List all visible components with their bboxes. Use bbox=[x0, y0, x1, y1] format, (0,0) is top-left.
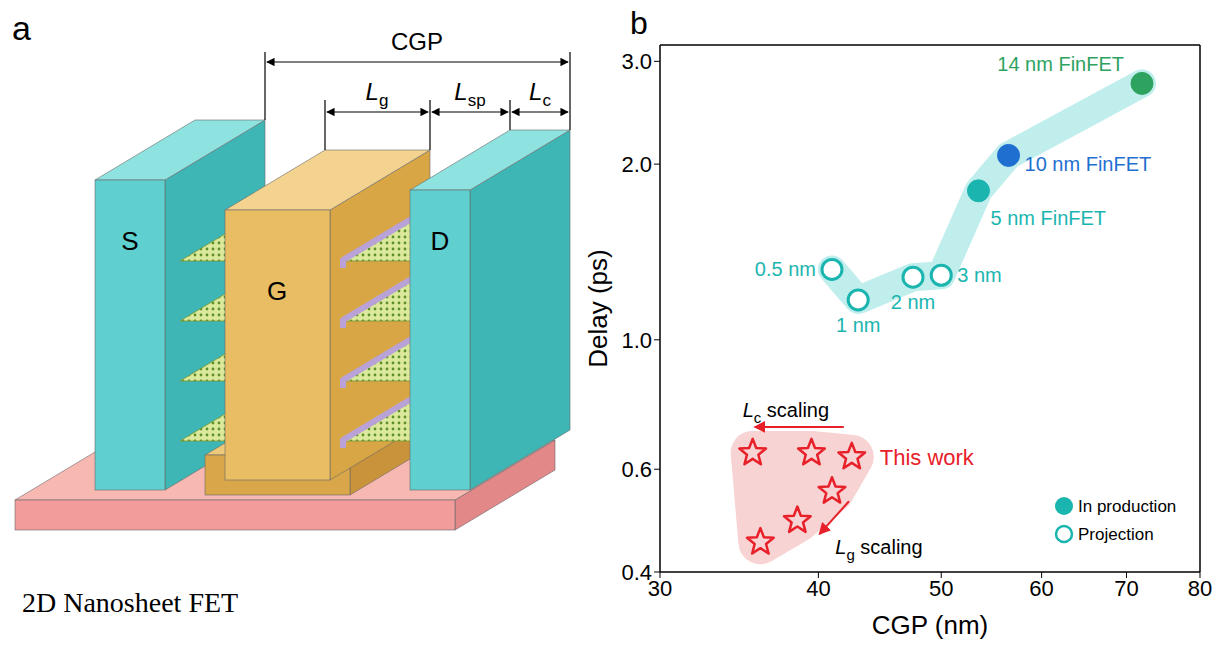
svg-text:0.4: 0.4 bbox=[621, 560, 652, 585]
svg-text:This work: This work bbox=[880, 445, 975, 470]
svg-text:Lc scaling: Lc scaling bbox=[743, 399, 829, 426]
svg-text:Lg scaling: Lg scaling bbox=[835, 536, 922, 563]
svg-text:3 nm: 3 nm bbox=[957, 264, 1001, 286]
svg-text:3.0: 3.0 bbox=[621, 49, 652, 74]
svg-text:a: a bbox=[12, 9, 31, 47]
svg-text:CGP (nm): CGP (nm) bbox=[872, 610, 989, 640]
svg-text:80: 80 bbox=[1188, 576, 1212, 601]
svg-text:10 nm FinFET: 10 nm FinFET bbox=[1025, 153, 1152, 175]
svg-text:2D Nanosheet FET: 2D Nanosheet FET bbox=[22, 587, 238, 618]
svg-text:G: G bbox=[267, 276, 287, 306]
svg-text:50: 50 bbox=[929, 576, 953, 601]
svg-text:30: 30 bbox=[647, 575, 673, 601]
svg-text:2 nm: 2 nm bbox=[891, 291, 935, 313]
svg-text:CGP: CGP bbox=[391, 28, 443, 55]
svg-text:60: 60 bbox=[1029, 576, 1053, 601]
svg-text:40: 40 bbox=[806, 576, 830, 601]
svg-text:0.6: 0.6 bbox=[621, 457, 652, 482]
svg-text:Lsp: Lsp bbox=[454, 78, 485, 110]
svg-text:In production: In production bbox=[1078, 497, 1176, 516]
svg-text:1.0: 1.0 bbox=[621, 328, 652, 353]
svg-text:2.0: 2.0 bbox=[621, 152, 652, 177]
svg-text:Delay (ps): Delay (ps) bbox=[583, 249, 613, 367]
svg-text:S: S bbox=[121, 226, 138, 256]
svg-text:14 nm FinFET: 14 nm FinFET bbox=[997, 53, 1124, 75]
svg-text:Lg: Lg bbox=[366, 78, 389, 110]
svg-text:0.5 nm: 0.5 nm bbox=[755, 258, 816, 280]
svg-text:b: b bbox=[630, 5, 648, 41]
svg-text:5 nm FinFET: 5 nm FinFET bbox=[990, 207, 1106, 229]
svg-text:Projection: Projection bbox=[1078, 525, 1154, 544]
svg-text:D: D bbox=[431, 226, 450, 256]
svg-text:1 nm: 1 nm bbox=[836, 314, 880, 336]
svg-text:Lc: Lc bbox=[529, 78, 551, 110]
svg-text:70: 70 bbox=[1114, 576, 1138, 601]
